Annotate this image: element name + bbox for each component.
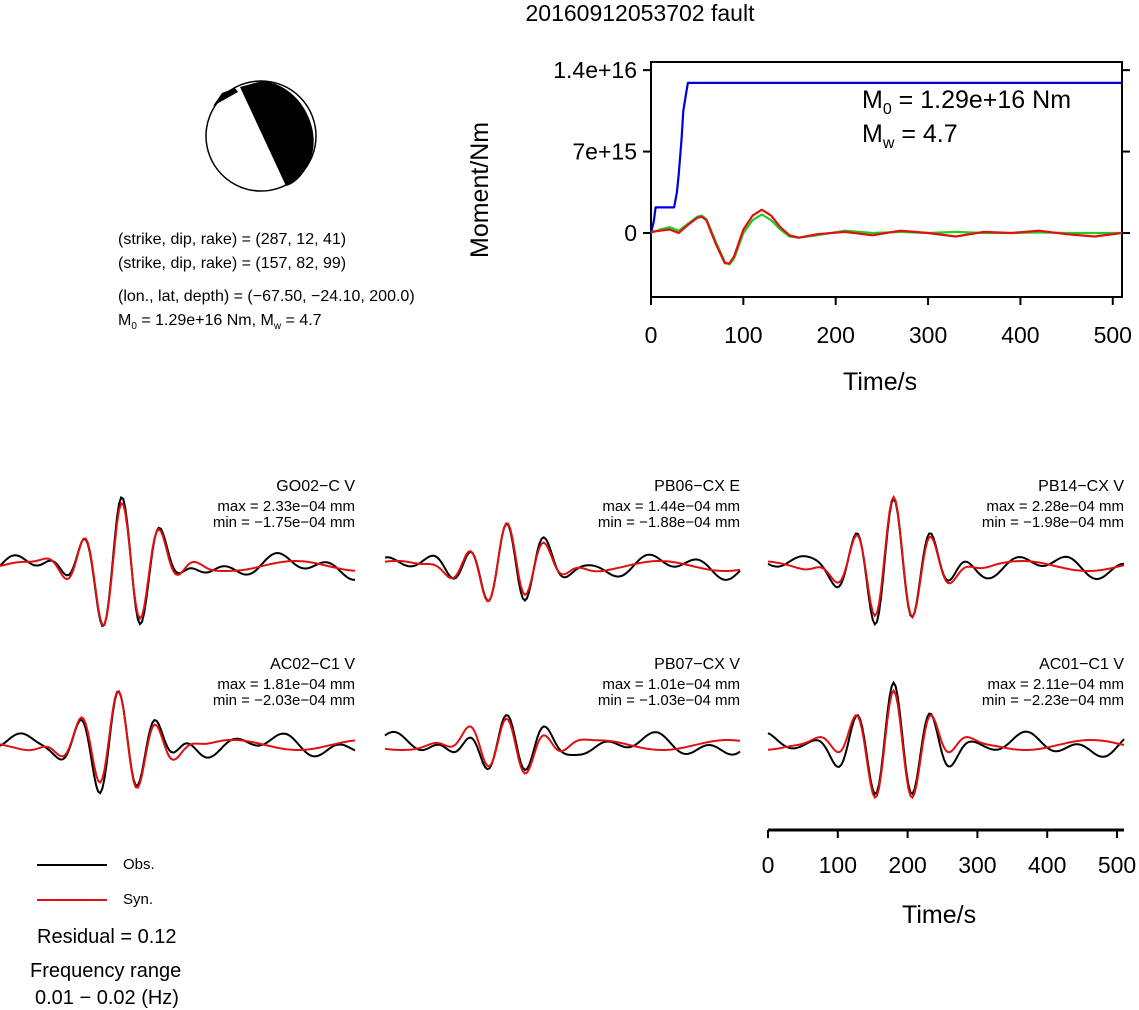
synthetic-trace — [767, 688, 1125, 800]
moment-x-axis-label: Time/s — [843, 368, 918, 396]
x-tick-label: 0 — [762, 852, 775, 878]
synthetic-trace — [384, 522, 741, 603]
station-label: GO02−C V — [276, 478, 355, 495]
x-tick-label: 400 — [1028, 852, 1066, 878]
nodal-plane-1: (strike, dip, rake) = (287, 12, 41) — [118, 231, 347, 248]
amplitude-min: min = −2.03e−04 mm — [212, 692, 355, 709]
y-tick-label: 7e+15 — [572, 139, 637, 165]
moment-rate-chart: 0 100 200 300 400 500 0 7e+15 1.4e+16 — [553, 57, 1132, 348]
x-tick-label: 400 — [1001, 322, 1039, 348]
station-label: AC01−C1 V — [1039, 656, 1124, 673]
amplitude-min: min = −1.88e−04 mm — [597, 514, 740, 531]
page-title: 20160912053702 fault — [525, 0, 755, 26]
x-tick-label: 500 — [1094, 322, 1132, 348]
x-tick-label: 100 — [819, 852, 857, 878]
observed-trace — [0, 495, 355, 628]
moment-plot-frame — [650, 61, 1123, 298]
legend-obs-label: Obs. — [123, 856, 155, 873]
amplitude-min: min = −1.75e−04 mm — [212, 514, 355, 531]
amplitude-min: min = −1.03e−04 mm — [597, 692, 740, 709]
frequency-range-value: 0.01 − 0.02 (Hz) — [35, 987, 179, 1009]
legend-lines — [37, 864, 107, 901]
amplitude-max: max = 2.33e−04 mm — [217, 498, 355, 515]
synthetic-trace — [767, 494, 1125, 619]
nodal-plane-2: (strike, dip, rake) = (157, 82, 99) — [118, 255, 347, 272]
x-tick-label: 200 — [888, 852, 926, 878]
amplitude-max: max = 2.28e−04 mm — [986, 498, 1124, 515]
frequency-range-label: Frequency range — [30, 960, 182, 982]
synthetic-trace — [0, 501, 356, 626]
y-tick-label: 0 — [624, 220, 637, 246]
station-label: PB07−CX V — [654, 656, 740, 673]
observed-trace — [384, 522, 741, 602]
waveform-panels — [0, 494, 1125, 800]
x-tick-label: 100 — [724, 322, 762, 348]
synthetic-trace — [384, 717, 741, 775]
legend-syn-label: Syn. — [123, 891, 154, 908]
observed-trace — [384, 714, 741, 772]
x-tick-label: 200 — [817, 322, 855, 348]
residual-label: Residual = 0.12 — [37, 926, 177, 948]
mw-annotation: Mw = 4.7 — [862, 120, 958, 152]
series-moment — [649, 81, 1122, 234]
observed-trace — [0, 690, 356, 795]
m0-annotation: M0 = 1.29e+16 Nm — [862, 86, 1072, 118]
y-tick-label: 1.4e+16 — [553, 57, 637, 83]
x-tick-label: 0 — [645, 322, 658, 348]
amplitude-max: max = 1.81e−04 mm — [217, 676, 355, 693]
observed-trace — [767, 680, 1125, 796]
moment-y-axis-label: Moment/Nm — [466, 121, 494, 258]
amplitude-min: min = −1.98e−04 mm — [981, 514, 1124, 531]
station-label: PB14−CX V — [1038, 478, 1124, 495]
amplitude-min: min = −2.23e−04 mm — [981, 692, 1124, 709]
hypocenter-location: (lon., lat, depth) = (−67.50, −24.10, 20… — [118, 288, 415, 305]
x-tick-label: 300 — [958, 852, 996, 878]
amplitude-max: max = 2.11e−04 mm — [987, 676, 1124, 693]
synthetic-trace — [0, 689, 356, 789]
moment-magnitude-line: M0 = 1.29e+16 Nm, Mw = 4.7 — [118, 312, 322, 333]
amplitude-max: max = 1.01e−04 mm — [602, 676, 740, 693]
x-tick-label: 500 — [1098, 852, 1136, 878]
waveform-x-axis-label: Time/s — [902, 901, 977, 929]
beachball — [205, 80, 317, 192]
waveform-time-axis: 0 100 200 300 400 500 — [762, 828, 1136, 878]
station-label: AC02−C1 V — [270, 656, 355, 673]
series-rate_fit — [650, 208, 1123, 265]
x-tick-label: 300 — [909, 322, 947, 348]
amplitude-max: max = 1.44e−04 mm — [602, 498, 740, 515]
station-label: PB06−CX E — [654, 478, 740, 495]
